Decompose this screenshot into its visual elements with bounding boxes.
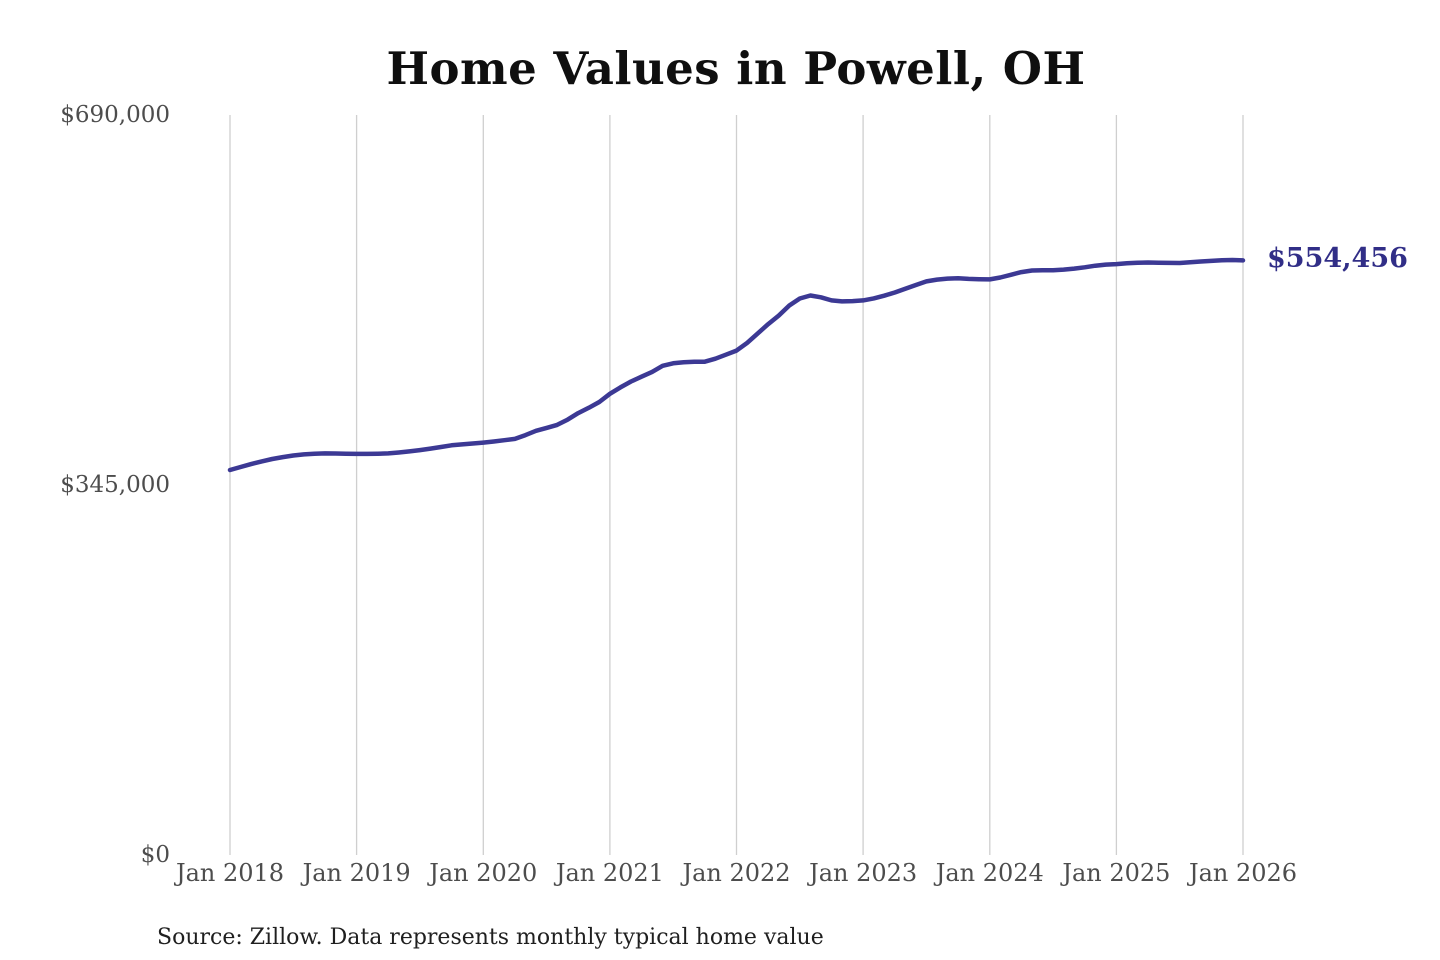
chart-title: Home Values in Powell, OH (386, 42, 1086, 95)
source-note: Source: Zillow. Data represents monthly … (157, 925, 824, 950)
home-value-line-series (227, 257, 1246, 473)
x-tick-label: Jan 2026 (1188, 859, 1298, 887)
y-tick-label: $690,000 (60, 102, 170, 128)
x-tick-label: Jan 2021 (555, 859, 664, 887)
x-tick-label: Jan 2025 (1062, 859, 1171, 887)
x-tick-label: Jan 2020 (429, 859, 538, 887)
y-tick-label: $0 (140, 842, 170, 868)
x-tick-label: Jan 2022 (682, 859, 791, 887)
x-tick-label: Jan 2019 (302, 859, 411, 887)
x-tick-label: Jan 2024 (935, 859, 1044, 887)
x-tick-label: Jan 2018 (175, 859, 285, 887)
latest-value-label: $554,456 (1267, 243, 1408, 275)
y-tick-label: $345,000 (60, 472, 170, 498)
vertical-gridlines (229, 115, 1244, 855)
x-tick-label: Jan 2023 (809, 859, 918, 887)
